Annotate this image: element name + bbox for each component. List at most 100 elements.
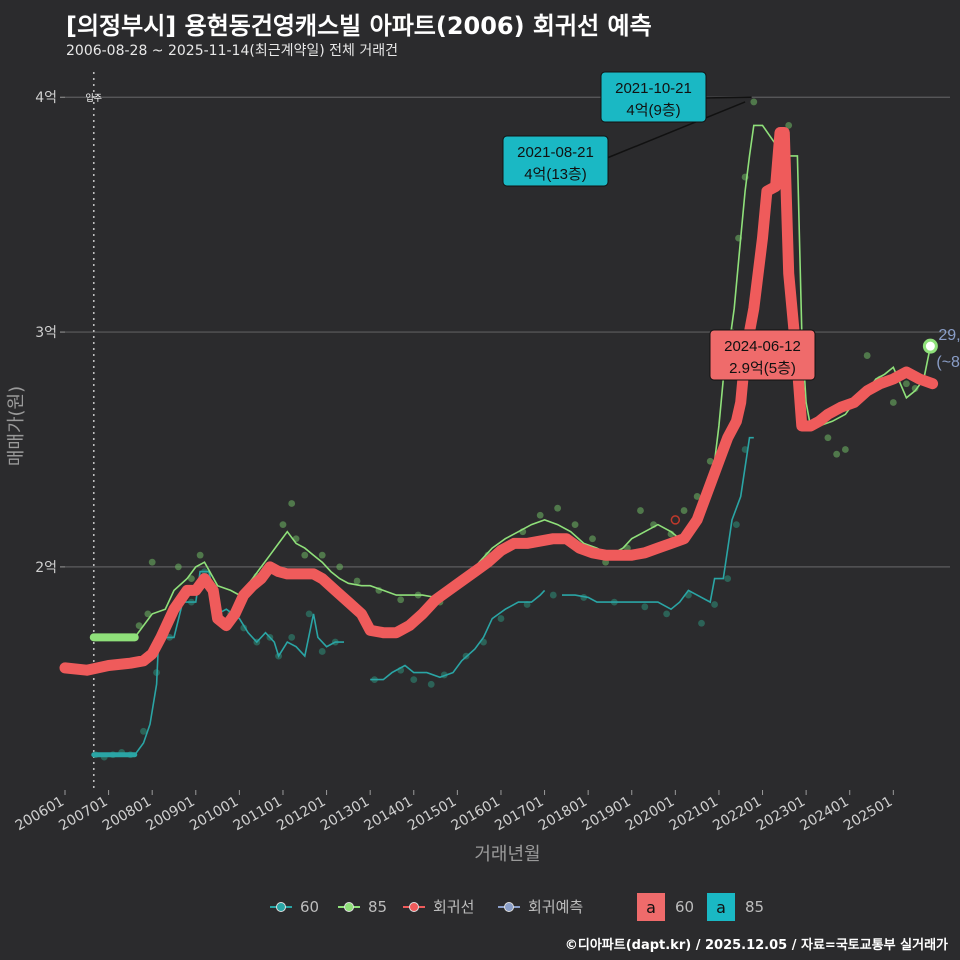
chart-subtitle: 2006-08-28 ~ 2025-11-14(최근계약일) 전체 거래건: [66, 43, 398, 59]
scatter-point: [903, 380, 910, 388]
series-line-60: [93, 570, 344, 756]
scatter-point: [732, 521, 740, 529]
annotation-box: [709, 329, 816, 381]
y-tick-label: 4억: [35, 90, 57, 106]
scatter-point: [318, 648, 326, 655]
y-tick-label: 2억: [35, 560, 57, 576]
series-line-60: [562, 436, 754, 611]
scatter-point: [427, 680, 435, 688]
regression-line: [59, 127, 939, 676]
scatter-point: [288, 633, 296, 641]
scatter-point: [785, 122, 793, 129]
annotation-date: 2024-06-12: [724, 338, 801, 355]
legend-box-glyph: a: [716, 898, 726, 917]
annotation-date: 2021-10-21: [615, 80, 692, 97]
legend-box-label: 60: [675, 898, 694, 916]
scatter-point: [353, 577, 361, 585]
legend-box-swatch: [637, 893, 665, 921]
x-tick-label: 201401: [361, 794, 415, 835]
scatter-point: [135, 622, 143, 630]
x-tick-label: 201201: [274, 794, 328, 835]
scatter-point: [711, 601, 718, 608]
scatter-point: [824, 434, 832, 442]
legend-dot-swatch: [344, 902, 354, 912]
series-line-60: [370, 589, 546, 681]
annotation-price: 4억(13층): [524, 166, 587, 183]
prediction-point: [922, 338, 938, 354]
annotation-leader: [699, 96, 752, 99]
x-tick-label: 200601: [13, 794, 67, 835]
x-tick-label: 200701: [56, 794, 110, 835]
scatter-point: [698, 619, 705, 627]
legend-box-glyph: a: [646, 898, 656, 917]
annotation-label-2021-08-21: 2021-08-21 4억(13층): [502, 135, 609, 187]
legend-box-swatch: [707, 893, 735, 921]
chart-title: [의정부시] 용현동건영캐스빌 아파트(2006) 회귀선 예측: [66, 12, 652, 40]
legend-label: 회귀예측: [528, 898, 583, 916]
scatter-point: [148, 558, 156, 566]
x-tick-label: 201301: [318, 794, 372, 835]
scatter-point: [140, 727, 147, 735]
scatter-point: [549, 591, 557, 599]
scatter-point: [889, 399, 897, 406]
scatter-point: [637, 507, 644, 514]
x-tick-label: 202201: [710, 794, 764, 835]
legend-dot-swatch: [409, 902, 419, 912]
scatter-point: [833, 450, 841, 458]
scatter-point: [663, 610, 671, 618]
prediction-value-label: 29,400: [938, 327, 960, 344]
x-tick-label: 202301: [754, 794, 808, 835]
x-axis-label: 거래년월: [474, 844, 540, 865]
x-tick-label: 201001: [187, 794, 241, 835]
annotation-label-2024-06-12: 2024-06-12 2.9억(5층): [709, 329, 816, 381]
x-tick-label: 201701: [492, 794, 546, 835]
legend-label: 85: [368, 898, 387, 916]
credit-footer: ©디아파트(dapt.kr) / 2025.12.05 / 자료=국토교통부 실…: [564, 938, 948, 953]
x-tick-label: 201101: [231, 794, 285, 835]
scatter-point: [589, 535, 596, 543]
x-tick-label: 201601: [449, 794, 503, 835]
x-tick-label: 200901: [143, 794, 197, 835]
scatter-point: [497, 615, 505, 622]
scatter-point: [536, 511, 544, 519]
x-tick-label: 202501: [841, 794, 895, 835]
legend-box-label: 85: [745, 898, 764, 916]
annotation-box: [502, 135, 609, 187]
y-tick-label: 3억: [35, 325, 57, 341]
annotation-price: 2.9억(5층): [729, 360, 796, 377]
legend-dot-swatch: [276, 902, 286, 912]
scatter-point: [693, 493, 701, 500]
y-axis-label: 매매가(원): [6, 386, 27, 466]
legend-label: 회귀선: [433, 898, 474, 916]
scatter-point: [724, 575, 732, 583]
x-tick-label: 201801: [536, 794, 590, 835]
scatter-point: [336, 563, 344, 571]
scatter-point: [279, 521, 287, 529]
scatter-point: [301, 551, 309, 559]
scatter-point: [841, 446, 849, 453]
scatter-point: [174, 563, 182, 571]
scatter-point: [305, 610, 313, 618]
scatter-point: [641, 603, 649, 611]
scatter-point: [706, 457, 714, 465]
scatter-point: [196, 551, 204, 559]
series-line-85: [93, 124, 932, 639]
scatter-point: [397, 596, 405, 604]
regression-marker: [670, 515, 681, 525]
prediction-area-label: (~85㎡): [936, 353, 960, 371]
annotation-label-2021-10-21: 2021-10-21 4억(9층): [600, 71, 707, 123]
x-tick-label: 201501: [405, 794, 459, 835]
annotation-date: 2021-08-21: [517, 144, 594, 161]
scatter-point: [750, 98, 758, 106]
scatter-point: [410, 676, 418, 684]
x-tick-label: 202401: [797, 794, 851, 835]
scatter-point: [318, 551, 326, 559]
scatter-point: [188, 575, 195, 583]
scatter-point: [911, 385, 919, 392]
scatter-point: [554, 504, 562, 512]
x-tick-label: 200801: [100, 794, 154, 835]
annotation-box: [600, 71, 707, 123]
x-tick-label: 202001: [623, 794, 677, 835]
annotation-price: 4억(9층): [626, 102, 680, 119]
